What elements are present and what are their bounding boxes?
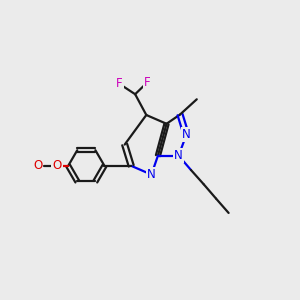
- Text: O: O: [33, 159, 42, 172]
- Text: F: F: [144, 76, 151, 89]
- Text: N: N: [147, 168, 156, 181]
- Text: F: F: [116, 77, 123, 90]
- Text: N: N: [174, 149, 183, 162]
- Text: N: N: [182, 128, 191, 141]
- Text: O: O: [52, 159, 62, 172]
